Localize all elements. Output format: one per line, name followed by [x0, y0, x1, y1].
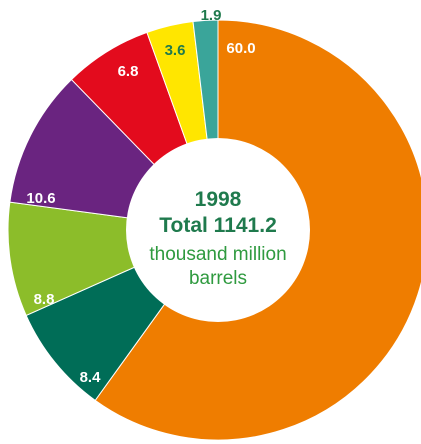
center-year: 1998 [195, 188, 242, 211]
slice-label-3.6: 3.6 [165, 42, 186, 59]
slice-label-8.4: 8.4 [80, 369, 102, 386]
center-total: Total 1141.2 [159, 214, 277, 237]
slice-label-60.0: 60.0 [226, 40, 255, 57]
slice-labels: 60.0 8.4 8.8 10.6 6.8 3.6 1.9 [26, 7, 255, 386]
center-unit-line2: barrels [189, 268, 247, 289]
slice-label-10.6: 10.6 [26, 190, 55, 207]
center-unit-line1: thousand million [149, 244, 286, 265]
donut-hole [126, 138, 310, 322]
slice-label-1.9: 1.9 [201, 7, 222, 24]
slice-label-8.8: 8.8 [34, 291, 55, 308]
slice-label-6.8: 6.8 [118, 63, 139, 80]
